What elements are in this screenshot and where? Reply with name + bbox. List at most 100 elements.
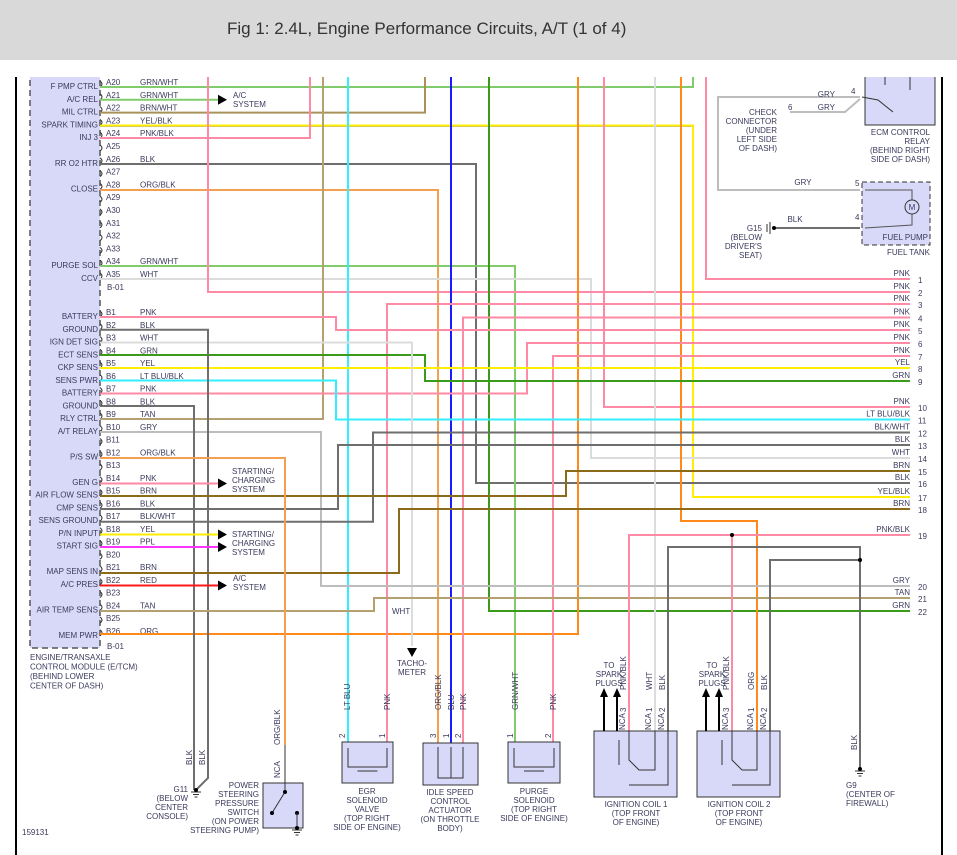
ground-point [194, 788, 198, 792]
ecm-pin-number: A32 [106, 232, 121, 241]
ecm-pin-row [99, 552, 103, 560]
ecm-pin-number: B10 [106, 423, 121, 432]
wire-color-label: PNK/BLK [619, 656, 628, 690]
power-steering-switch-box [262, 782, 304, 829]
ecm-pin-number: A27 [106, 168, 121, 177]
pin-number: 2 [760, 707, 769, 712]
wire-a28 [100, 189, 439, 745]
harness-pin-number: 13 [918, 442, 927, 451]
wire-color-label: GRN/WHT [511, 672, 520, 710]
ecm-wire-color-label: BLK [140, 499, 156, 508]
fuel-pump-box [861, 181, 931, 246]
wire-a34 [100, 265, 516, 742]
ecm-wire-color-label: YEL/BLK [140, 116, 173, 125]
relay-switch-icon [861, 96, 894, 113]
splice-dot [283, 790, 287, 794]
check-connector-label: CONNECTOR [726, 117, 778, 126]
fuel-tank-label: FUEL TANK [887, 248, 931, 257]
wire-color-label: WHT [392, 607, 410, 616]
egr-valve-label: VALVE [355, 805, 380, 814]
ecm-wire-color-label: BRN/WHT [140, 104, 177, 113]
wire-pnk-7 [552, 355, 910, 742]
ecm-wire-color-label: BRN [140, 563, 157, 572]
wire-color-label: GRY [818, 103, 836, 112]
ecm-pin-label: SENS GROUND [38, 516, 98, 525]
wire-b26 [100, 77, 579, 635]
starting-charging-label: CHARGING [232, 539, 275, 548]
pin-terminal-icon [99, 234, 103, 241]
to-spark-plugs-label: TO [707, 661, 718, 670]
wire-color-label: GRY [818, 90, 836, 99]
ecm-wire-color-label: BLK/WHT [140, 512, 176, 521]
pin-number: 1 [747, 707, 756, 712]
g11-ground-label: CENTER [155, 803, 188, 812]
nca-label: NCA [721, 712, 730, 730]
ecm-pin-number: B3 [106, 334, 116, 343]
iac-actuator-label: CONTROL [430, 797, 470, 806]
wire-a23-stripe [100, 125, 910, 498]
pin-terminal-icon [99, 247, 103, 254]
ecm-wire-color-label: TAN [140, 410, 156, 419]
ecm-pin-label: ECT SENS [58, 350, 98, 359]
ecm-pin-number: B24 [106, 601, 121, 610]
ecm-pin-label: CKP SENS [58, 363, 98, 372]
wire-b24 [100, 597, 910, 612]
harness-wire-label: PNK [894, 269, 911, 278]
transistor-icon [731, 731, 758, 771]
harness-wire-label: LT BLU/BLK [866, 410, 910, 419]
ecm-pin-number: B8 [106, 397, 116, 406]
nca-label: NCA [657, 712, 666, 730]
ecm-pin-label: PURGE SOL [51, 261, 98, 270]
g15-ground-label: DRIVER'S [725, 242, 762, 251]
starting-charging-label: SYSTEM [232, 548, 265, 557]
egr-valve-label: SIDE OF ENGINE) [333, 823, 401, 832]
ecm-pin-label: CMP SENS [56, 503, 98, 512]
harness-pin-number: 6 [918, 340, 923, 349]
pin-terminal-icon [99, 489, 103, 496]
ecm-name-label: ENGINE/TRANSAXLE [30, 653, 110, 662]
g9-ground-icon [855, 770, 865, 777]
arrow-icon [218, 529, 227, 540]
coil2-label: IGNITION COIL 2 [708, 800, 771, 809]
ecm-pin-number: B4 [106, 346, 116, 355]
power-steering-switch-label: POWER [229, 781, 259, 790]
g11-ground-label: (BELOW [156, 794, 188, 803]
to-spark-plugs-label: PLUGS [698, 679, 725, 688]
pin-terminal-icon [99, 565, 103, 573]
transistor-icon [628, 731, 656, 771]
wire-color-label: PNK/BLK [722, 656, 731, 690]
ecm-pin-number: B21 [106, 563, 121, 572]
starting-charging-label: SYSTEM [232, 485, 265, 494]
pin-terminal-icon [99, 629, 103, 637]
ecm-pin-row [99, 476, 103, 484]
pin-terminal-icon [99, 195, 103, 203]
purge-solenoid-label: PURGE [520, 787, 548, 796]
ecm-pin-row [99, 591, 103, 598]
pin-number: 1 [442, 733, 451, 738]
ecm-pin-number: A26 [106, 155, 121, 164]
connector-id: B-01 [107, 283, 124, 292]
ecm-pin-label: RLY CTRL [60, 414, 98, 423]
ecm-pin-row [99, 170, 103, 177]
ecm-wire-color-label: WHT [140, 334, 158, 343]
ecm-pin-number: A30 [106, 206, 121, 215]
ecm-wire-color-label: GRN/WHT [140, 257, 178, 266]
ecm-pin-number: B26 [106, 627, 121, 636]
pin-terminal-icon [99, 591, 103, 598]
wire-a23 [100, 124, 910, 498]
wire-color-label: PNK [383, 693, 392, 710]
ecm-relay-label: (BEHIND RIGHT [870, 146, 930, 155]
iac-actuator-label: IDLE SPEED [426, 788, 473, 797]
ecm-pin-label: START SIG [57, 542, 98, 551]
ecm-pin-number: A35 [106, 270, 121, 279]
wire-gry-check [790, 98, 861, 113]
g11-ground-label: CONSOLE) [146, 812, 188, 821]
ecm-pin-number: A34 [106, 257, 121, 266]
ecm-pin-row [99, 221, 103, 229]
pin-terminal-icon [99, 603, 103, 611]
coil2-label: (TOP FRONT [715, 809, 764, 818]
purge-solenoid-label: SIDE OF ENGINE) [500, 814, 568, 823]
pin-terminal-icon [99, 183, 103, 190]
ecm-pin-row [99, 247, 103, 254]
purge-solenoid-box [507, 741, 561, 784]
